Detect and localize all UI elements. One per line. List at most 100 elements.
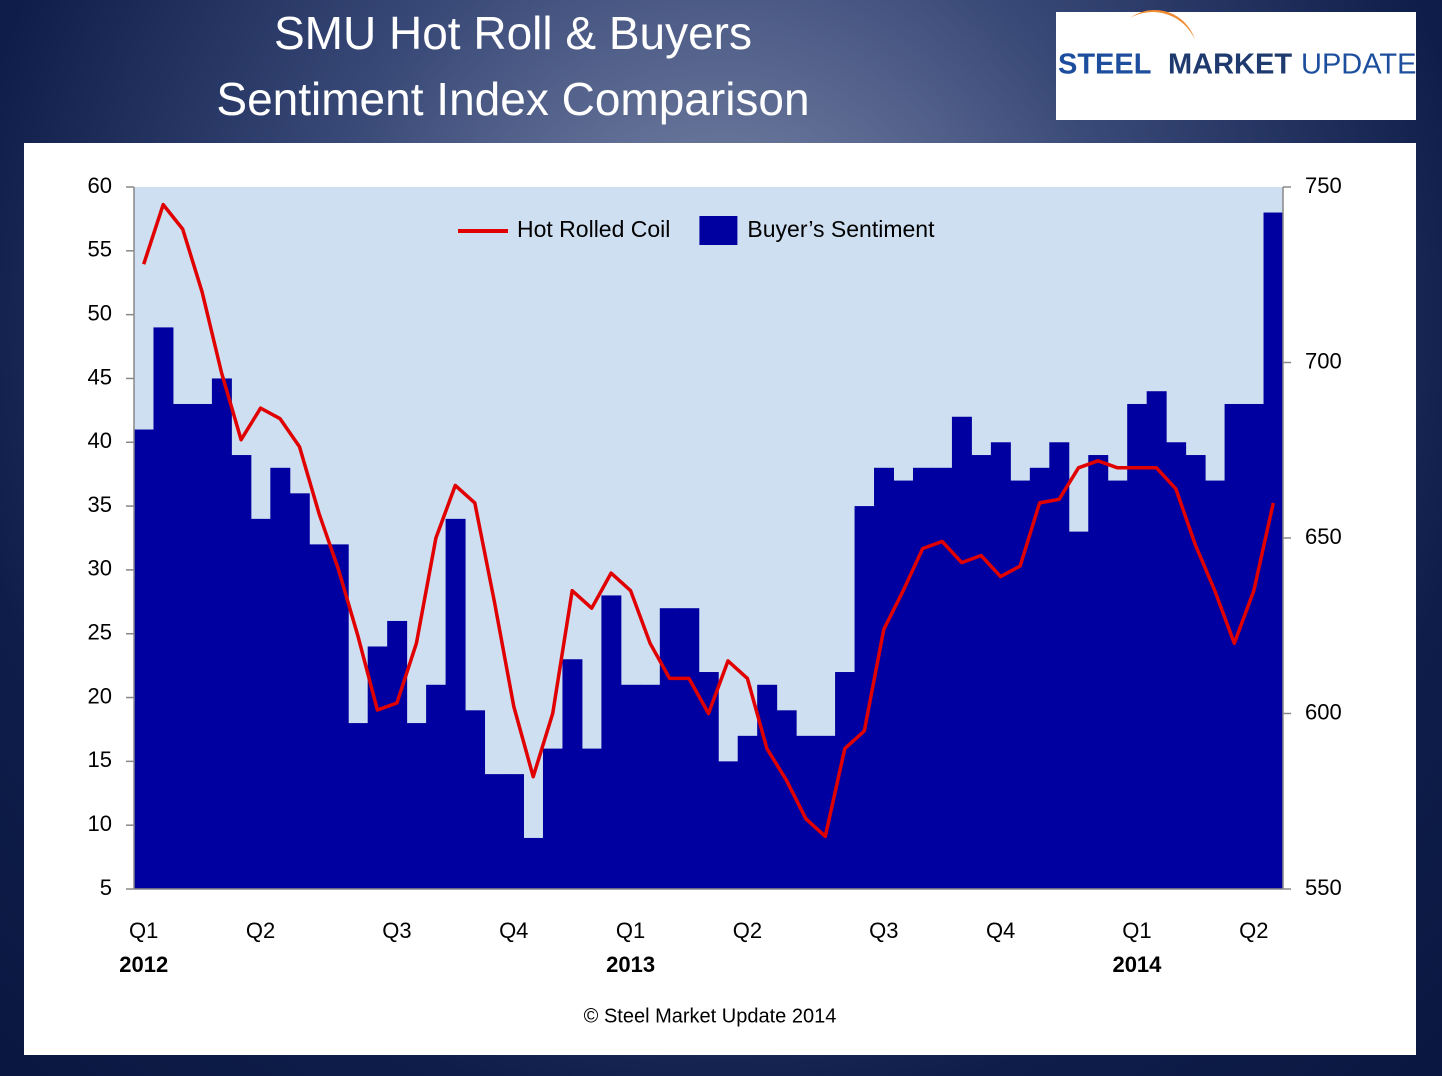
bar <box>1166 442 1187 889</box>
bar <box>484 774 505 889</box>
y-tick-label: 20 <box>88 683 112 708</box>
y-tick-label: 60 <box>88 173 112 198</box>
bar <box>1244 403 1265 889</box>
logo: STEEL MARKET UPDATE <box>1056 9 1416 120</box>
logo-box <box>1056 12 1416 120</box>
bar <box>1010 480 1031 889</box>
source-note: © Steel Market Update 2014 <box>584 1005 837 1027</box>
bar <box>1263 212 1284 889</box>
bar <box>776 710 797 889</box>
chart-title: SMU Hot Roll & Buyers <box>274 7 752 59</box>
legend-label: Hot Rolled Coil <box>517 216 670 242</box>
bar <box>134 429 154 889</box>
bar <box>1185 455 1206 889</box>
y-tick-label: 40 <box>88 428 112 453</box>
bar <box>601 595 622 889</box>
x-tick-label: Q1 <box>616 918 645 943</box>
bar <box>504 774 524 889</box>
bar <box>718 761 739 889</box>
bar <box>640 684 661 889</box>
bar <box>1107 480 1128 889</box>
y-tick-label: 55 <box>88 237 112 262</box>
y-tick-label: 50 <box>88 300 112 325</box>
y2-tick-label: 700 <box>1305 348 1342 373</box>
bar <box>406 723 427 889</box>
x-tick-label: Q3 <box>382 918 411 943</box>
bar <box>971 455 992 889</box>
legend-item: Buyer’s Sentiment <box>699 216 935 245</box>
bar <box>1205 480 1226 889</box>
logo-text: STEEL <box>1058 49 1151 81</box>
bar <box>912 467 933 889</box>
bar <box>1029 467 1050 889</box>
bar <box>465 710 486 889</box>
bar <box>542 748 563 889</box>
bar <box>1068 531 1089 889</box>
bar <box>737 735 758 889</box>
chart-title: Sentiment Index Comparison <box>216 73 809 125</box>
legend-swatch <box>699 216 738 245</box>
bar <box>854 506 875 889</box>
x-tick-label: Q4 <box>499 918 528 943</box>
y2-tick-label: 550 <box>1305 875 1342 900</box>
y2-tick-label: 650 <box>1305 524 1342 549</box>
y-tick-label: 35 <box>88 492 112 517</box>
bar <box>835 672 856 889</box>
bar <box>172 403 193 889</box>
bar <box>250 518 271 889</box>
logo-text: MARKET <box>1168 49 1292 81</box>
bar <box>445 518 466 889</box>
bar <box>562 659 583 889</box>
bar <box>211 378 232 889</box>
bar <box>679 608 700 889</box>
bar <box>387 620 408 889</box>
bar <box>309 544 330 889</box>
bar <box>951 416 972 889</box>
x-tick-label: Q2 <box>1239 918 1268 943</box>
y2-tick-label: 600 <box>1305 699 1342 724</box>
y-tick-label: 45 <box>88 364 112 389</box>
bar <box>874 467 895 889</box>
y-tick-label: 25 <box>88 620 112 645</box>
y-tick-label: 15 <box>88 747 112 772</box>
bar <box>192 403 213 889</box>
bar <box>796 735 817 889</box>
bar <box>757 684 778 889</box>
bar <box>153 327 174 889</box>
year-label: 2013 <box>606 952 655 977</box>
bar <box>620 684 641 889</box>
bar <box>1127 403 1148 889</box>
y-tick-label: 30 <box>88 556 112 581</box>
y2-tick-label: 750 <box>1305 173 1342 198</box>
bar <box>348 723 369 889</box>
x-tick-label: Q1 <box>1122 918 1151 943</box>
bar <box>231 455 252 889</box>
bar <box>659 608 680 889</box>
x-tick-label: Q3 <box>869 918 898 943</box>
bar <box>990 442 1011 889</box>
bar <box>1146 391 1167 889</box>
bar <box>1049 442 1070 889</box>
bar <box>1088 455 1109 889</box>
line <box>142 202 1276 839</box>
bar <box>932 467 953 889</box>
legend-item: Hot Rolled Coil <box>458 216 670 242</box>
bar <box>1224 403 1245 889</box>
bar <box>581 748 602 889</box>
x-tick-label: Q2 <box>246 918 275 943</box>
bar <box>698 672 719 889</box>
bar <box>289 493 310 889</box>
y-tick-label: 10 <box>88 811 112 836</box>
bar <box>328 544 349 889</box>
x-tick-label: Q4 <box>986 918 1015 943</box>
y-tick-label: 5 <box>100 875 112 900</box>
bar <box>426 684 447 889</box>
year-label: 2012 <box>119 952 168 977</box>
bar <box>523 837 544 889</box>
bar <box>270 467 291 889</box>
year-label: 2014 <box>1112 952 1162 977</box>
x-tick-label: Q2 <box>733 918 762 943</box>
legend-label: Buyer’s Sentiment <box>747 216 935 242</box>
x-tick-label: Q1 <box>129 918 158 943</box>
